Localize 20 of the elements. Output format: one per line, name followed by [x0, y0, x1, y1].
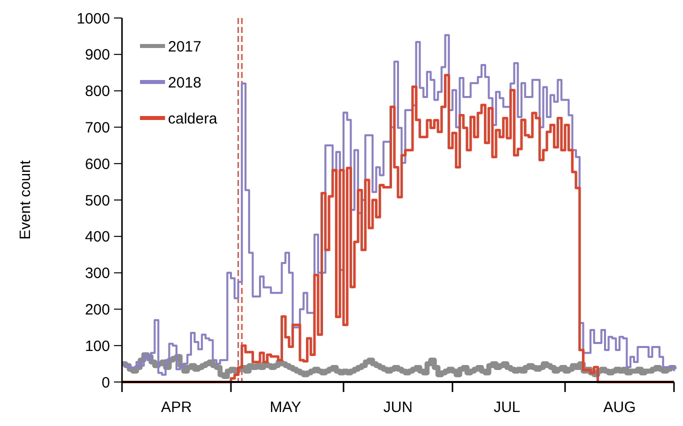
y-tick-label: 1000 — [76, 10, 110, 28]
y-tick-label: 900 — [84, 46, 110, 64]
y-tick-label: 400 — [84, 228, 110, 246]
y-tick-label: 500 — [84, 192, 110, 210]
y-axis-title: Event count — [17, 160, 34, 240]
x-tick-label: JUN — [383, 399, 413, 416]
y-tick-label: 700 — [84, 119, 110, 136]
y-tick-label: 600 — [84, 156, 110, 173]
y-tick-label: 100 — [84, 338, 110, 355]
y-tick-label: 300 — [84, 265, 110, 282]
x-tick-label: AUG — [603, 399, 636, 416]
legend-label: caldera — [168, 110, 218, 128]
legend-label: 2018 — [168, 74, 202, 92]
x-tick-label: JUL — [494, 399, 520, 416]
legend-label: 2017 — [168, 38, 202, 56]
x-tick-label: APR — [161, 399, 192, 416]
y-tick-label: 800 — [84, 83, 110, 100]
y-tick-label: 0 — [102, 374, 110, 392]
y-tick-label: 200 — [84, 301, 110, 318]
x-tick-label: MAY — [270, 399, 302, 416]
